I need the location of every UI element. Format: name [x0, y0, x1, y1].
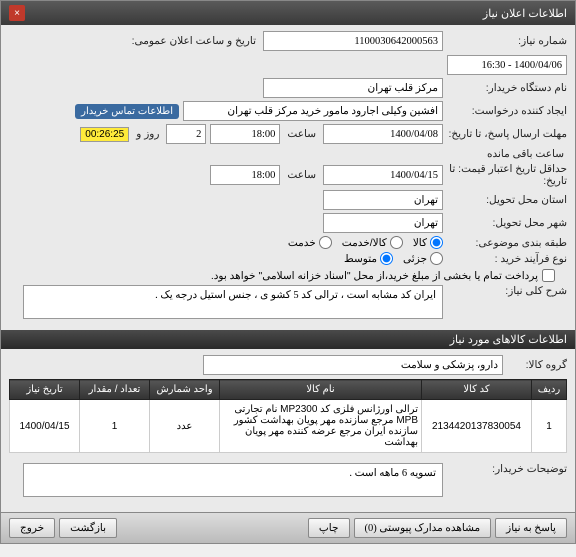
cell-code: 2134420137830054: [422, 400, 532, 453]
cell-name: ترالی اورژانس فلزی کد MP2300 نام تجارتی …: [220, 400, 422, 453]
close-icon[interactable]: ×: [9, 5, 25, 21]
table-row[interactable]: 1 2134420137830054 ترالی اورژانس فلزی کد…: [10, 400, 567, 453]
remain-label: ساعت باقی مانده: [487, 148, 564, 160]
radio-goods-service[interactable]: کالا/خدمت: [342, 236, 403, 249]
time-label-2: ساعت: [287, 169, 316, 181]
radio-medium[interactable]: متوسط: [344, 252, 393, 265]
table-header-row: ردیف کد کالا نام کالا واحد شمارش تعداد /…: [10, 380, 567, 400]
announce-field[interactable]: [447, 55, 567, 75]
reply-button[interactable]: پاسخ به نیاز: [495, 518, 567, 538]
city-label: شهر محل تحویل:: [447, 217, 567, 229]
valid-time-field[interactable]: [210, 165, 280, 185]
radio-medium-input[interactable]: [380, 252, 393, 265]
titlebar: اطلاعات اعلان نیاز ×: [1, 1, 575, 25]
radio-service-input[interactable]: [319, 236, 332, 249]
buy-type-radio-group: جزئی متوسط: [344, 252, 443, 265]
cell-unit: عدد: [150, 400, 220, 453]
group-field[interactable]: [203, 355, 503, 375]
buyer-field[interactable]: [263, 78, 443, 98]
footer-bar: پاسخ به نیاز مشاهده مدارک پیوستی (0) چاپ…: [1, 512, 575, 543]
print-button[interactable]: چاپ: [308, 518, 350, 538]
cell-idx: 1: [532, 400, 567, 453]
desc-textarea[interactable]: ایران کد مشابه است ، ترالی کد 5 کشو ی ، …: [23, 285, 443, 319]
city-field[interactable]: [323, 213, 443, 233]
radio-goods-service-input[interactable]: [390, 236, 403, 249]
buyer-notes-label: توضیحات خریدار:: [447, 463, 567, 475]
days-field[interactable]: [166, 124, 206, 144]
category-label: طبقه بندی موضوعی:: [447, 237, 567, 249]
group-label: گروه کالا:: [507, 359, 567, 371]
col-name: نام کالا: [220, 380, 422, 400]
days-label: روز و: [136, 128, 159, 140]
deadline-date-field[interactable]: [323, 124, 443, 144]
main-window: اطلاعات اعلان نیاز × شماره نیاز: تاریخ و…: [0, 0, 576, 544]
province-field[interactable]: [323, 190, 443, 210]
items-table: ردیف کد کالا نام کالا واحد شمارش تعداد /…: [9, 379, 567, 453]
col-idx: ردیف: [532, 380, 567, 400]
radio-goods-input[interactable]: [430, 236, 443, 249]
category-radio-group: کالا کالا/خدمت خدمت: [288, 236, 443, 249]
radio-service[interactable]: خدمت: [288, 236, 332, 249]
payment-note-label: پرداخت تمام یا بخشی از مبلغ خرید،از محل …: [211, 270, 538, 282]
radio-goods[interactable]: کالا: [413, 236, 443, 249]
cell-qty: 1: [80, 400, 150, 453]
valid-date-field[interactable]: [323, 165, 443, 185]
col-date: تاریخ نیاز: [10, 380, 80, 400]
window-title: اطلاعات اعلان نیاز: [483, 7, 567, 20]
buyer-notes-textarea[interactable]: تسویه 6 ماهه است .: [23, 463, 443, 497]
radio-small-input[interactable]: [430, 252, 443, 265]
time-label-1: ساعت: [287, 128, 316, 140]
form-area: شماره نیاز: تاریخ و ساعت اعلان عمومی: نا…: [1, 25, 575, 328]
need-no-label: شماره نیاز:: [447, 35, 567, 47]
payment-checkbox[interactable]: [542, 269, 555, 282]
buy-type-label: نوع فرآیند خرید :: [447, 253, 567, 265]
creator-field[interactable]: [183, 101, 443, 121]
valid-label: حداقل تاریخ اعتبار قیمت: تا تاریخ:: [447, 163, 567, 187]
buyer-label: نام دستگاه خریدار:: [447, 82, 567, 94]
deadline-label: مهلت ارسال پاسخ، تا تاریخ:: [447, 128, 567, 140]
exit-button[interactable]: خروج: [9, 518, 55, 538]
col-unit: واحد شمارش: [150, 380, 220, 400]
creator-label: ایجاد کننده درخواست:: [447, 105, 567, 117]
col-code: کد کالا: [422, 380, 532, 400]
announce-label: تاریخ و ساعت اعلان عمومی:: [132, 35, 256, 47]
back-button[interactable]: بازگشت: [59, 518, 117, 538]
payment-note-check[interactable]: پرداخت تمام یا بخشی از مبلغ خرید،از محل …: [211, 269, 555, 282]
desc-label: شرح کلی نیاز:: [447, 285, 567, 297]
countdown-badge: 00:26:25: [80, 127, 129, 142]
items-section-header: اطلاعات کالاهای مورد نیاز: [1, 330, 575, 349]
deadline-time-field[interactable]: [210, 124, 280, 144]
contact-link[interactable]: اطلاعات تماس خریدار: [75, 104, 179, 119]
col-qty: تعداد / مقدار: [80, 380, 150, 400]
attachments-button[interactable]: مشاهده مدارک پیوستی (0): [354, 518, 492, 538]
cell-date: 1400/04/15: [10, 400, 80, 453]
province-label: استان محل تحویل:: [447, 194, 567, 206]
need-no-field[interactable]: [263, 31, 443, 51]
radio-small[interactable]: جزئی: [403, 252, 443, 265]
